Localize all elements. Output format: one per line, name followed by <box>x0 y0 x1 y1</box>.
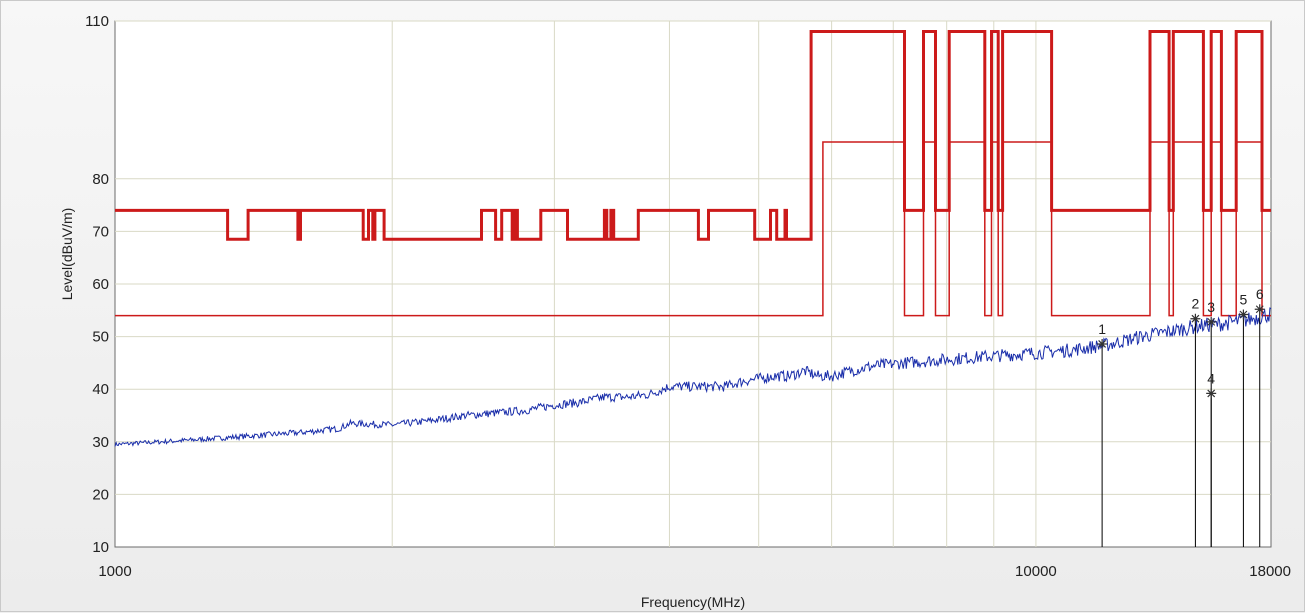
marker-4-point <box>1206 388 1217 399</box>
marker-2-point <box>1190 313 1201 324</box>
y-axis-label: Level(dBuV/m) <box>59 208 75 301</box>
y-tick-label-60: 60 <box>92 276 109 293</box>
y-tick-label-110: 110 <box>85 13 109 30</box>
series-limit-thin-line <box>115 141 1271 317</box>
y-tick-label-30: 30 <box>92 434 109 451</box>
marker-5-point <box>1238 309 1249 320</box>
marker-2-label: 2 <box>1192 296 1200 312</box>
marker-5-label: 5 <box>1240 292 1248 308</box>
x-tick-label-18000: 18000 <box>1249 563 1291 580</box>
marker-3-label: 3 <box>1207 299 1215 315</box>
grid <box>115 20 1271 547</box>
x-tick-label-10000: 10000 <box>1015 563 1057 580</box>
y-tick-label-10: 10 <box>92 539 109 556</box>
marker-4-label: 4 <box>1207 370 1215 386</box>
y-tick-label-80: 80 <box>92 171 109 188</box>
marker-1-point <box>1097 338 1108 349</box>
series-group <box>114 30 1272 447</box>
series-trace-line <box>114 307 1272 447</box>
marker-6-label: 6 <box>1256 286 1264 302</box>
tick-labels: 10 20 30 40 50 60 70 80 110 1000 10000 18000 <box>85 13 1291 580</box>
marker-3-point <box>1206 316 1217 327</box>
y-tick-label-70: 70 <box>92 223 109 240</box>
x-tick-label-1000: 1000 <box>98 563 131 580</box>
y-tick-label-20: 20 <box>92 486 109 503</box>
x-axis-label: Frequency(MHz) <box>641 594 745 610</box>
y-tick-label-50: 50 <box>92 329 109 346</box>
y-tick-label-40: 40 <box>92 381 109 398</box>
marker-1-label: 1 <box>1098 321 1106 337</box>
marker-6-point <box>1254 304 1265 315</box>
markers: 1 2 3 4 5 6 <box>1097 286 1265 547</box>
